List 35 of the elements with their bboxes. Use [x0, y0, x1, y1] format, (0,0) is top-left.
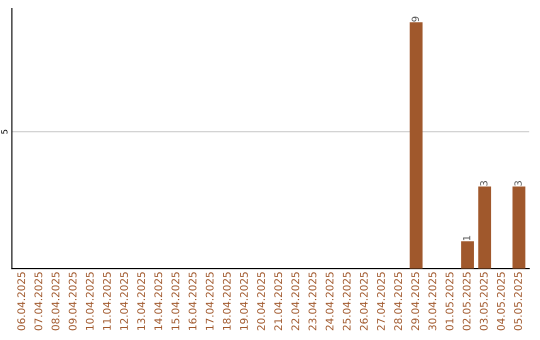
- x-tick-label: 13.04.2025: [137, 272, 146, 330]
- x-tick-label: 02.05.2025: [462, 272, 471, 330]
- x-tick-label: 21.04.2025: [274, 272, 282, 330]
- x-tick-label: 15.04.2025: [171, 272, 180, 330]
- x-tick-label: 17.04.2025: [206, 272, 214, 330]
- x-tick-label: 26.04.2025: [360, 272, 368, 330]
- x-tick-label: 01.05.2025: [446, 272, 454, 330]
- y-tick-label: 5: [1, 130, 8, 134]
- x-tick-label: 04.05.2025: [496, 272, 505, 330]
- x-tick-label: 07.04.2025: [34, 272, 42, 330]
- data-label: 9: [412, 16, 419, 22]
- data-label: 3: [514, 181, 522, 186]
- x-tick-label: 08.04.2025: [52, 272, 60, 330]
- x-tick-label: 11.04.2025: [102, 272, 111, 330]
- x-tick-label: 27.04.2025: [377, 272, 385, 330]
- x-tick-label: 20.04.2025: [257, 272, 265, 330]
- x-tick-label: 19.04.2025: [240, 272, 248, 330]
- x-tick-label: 30.04.2025: [428, 272, 436, 330]
- x-tick-label: 16.04.2025: [188, 272, 196, 330]
- x-tick-label: 05.05.2025: [514, 272, 522, 330]
- data-label: 3: [480, 181, 488, 186]
- x-tick-label: 12.04.2025: [120, 272, 128, 330]
- x-tick-label: 28.04.2025: [394, 272, 402, 330]
- x-tick-label: 03.05.2025: [480, 272, 488, 330]
- x-tick-label: 29.04.2025: [411, 272, 420, 330]
- x-tick-label: 25.04.2025: [342, 272, 351, 330]
- x-tick-label: 14.04.2025: [154, 272, 162, 330]
- x-tick-label: 10.04.2025: [86, 272, 94, 330]
- x-tick-label: 23.04.2025: [308, 272, 316, 330]
- x-tick-label: 09.04.2025: [68, 272, 77, 330]
- x-tick-label: 22.04.2025: [291, 272, 300, 330]
- x-tick-label: 06.04.2025: [17, 272, 26, 330]
- data-label: 1: [463, 236, 470, 240]
- x-tick-label: 24.04.2025: [326, 272, 334, 330]
- x-tick-label: 18.04.2025: [222, 272, 231, 330]
